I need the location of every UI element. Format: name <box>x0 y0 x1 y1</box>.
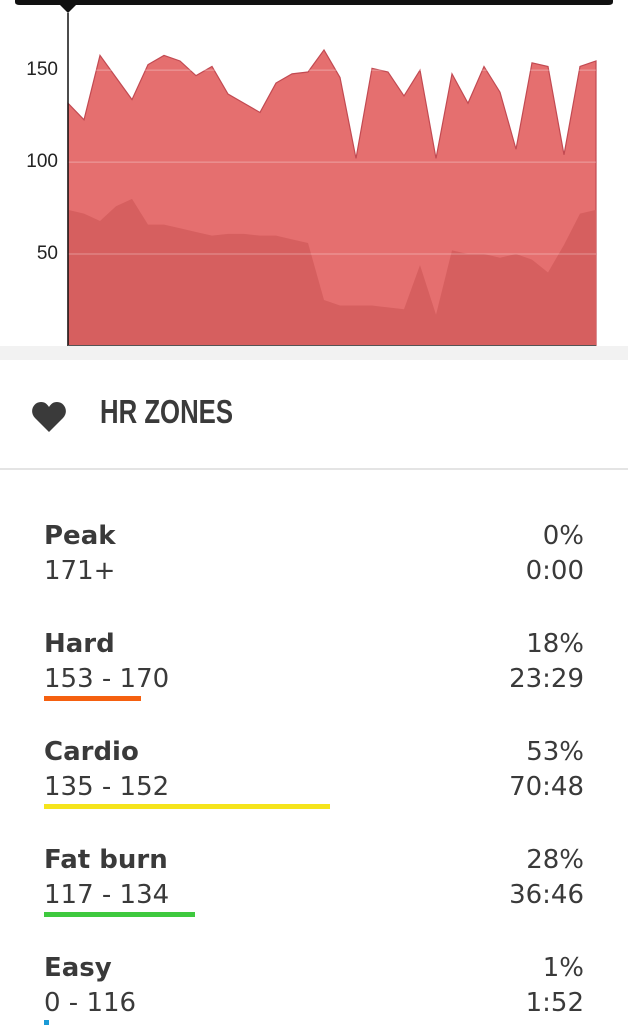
zone-percent: 53% <box>526 737 584 767</box>
zone-time: 36:46 <box>509 880 584 910</box>
zone-range: 153 - 170 <box>44 664 170 694</box>
zone-name: Fat burn <box>44 845 168 875</box>
zone-time: 23:29 <box>509 664 584 694</box>
zone-range: 0 - 116 <box>44 988 137 1018</box>
zone-bar <box>44 912 196 917</box>
zone-range: 135 - 152 <box>44 772 170 802</box>
y-tick-label: 100 <box>26 151 58 172</box>
y-tick-label: 50 <box>37 243 58 264</box>
section-header <box>0 360 628 470</box>
zone-name: Easy <box>44 953 112 983</box>
zone-percent: 1% <box>542 953 584 983</box>
zone-percent: 28% <box>526 845 584 875</box>
zone-range: 117 - 134 <box>44 880 170 910</box>
section-title: HR ZONES <box>100 393 234 430</box>
zone-percent: 18% <box>526 629 584 659</box>
zone-bar <box>44 696 142 701</box>
tooltip-bar <box>15 0 613 13</box>
zone-name: Hard <box>44 629 115 659</box>
separator-band <box>0 346 628 360</box>
y-tick-label: 150 <box>26 59 58 80</box>
zone-bar <box>44 804 331 809</box>
zone-name: Peak <box>44 521 116 551</box>
hr-chart: 50 100 150 <box>15 0 613 346</box>
zone-time: 1:52 <box>525 988 584 1018</box>
zone-name: Cardio <box>44 737 139 767</box>
zone-range: 171+ <box>44 556 116 586</box>
zone-time: 0:00 <box>525 556 584 586</box>
zone-percent: 0% <box>542 521 584 551</box>
zone-bar <box>44 1020 50 1025</box>
zone-time: 70:48 <box>509 772 584 802</box>
hr-area <box>68 198 596 346</box>
heart-icon <box>32 402 66 432</box>
